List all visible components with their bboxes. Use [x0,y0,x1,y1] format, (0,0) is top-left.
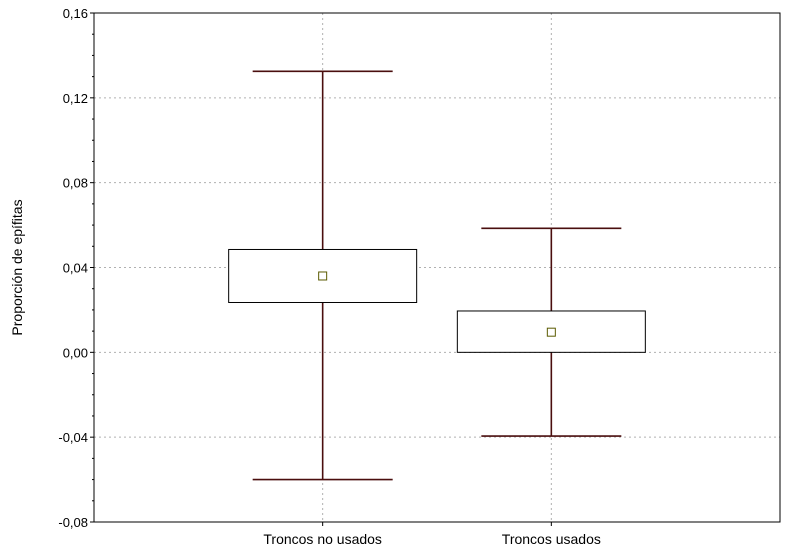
box-group [228,70,418,481]
plot-frame [93,12,781,523]
y-tick-label: 0,08 [63,176,88,191]
box-series [228,70,646,481]
grid-lines [94,13,780,522]
y-tick-label: 0,04 [63,261,88,276]
mean-marker [318,271,328,281]
x-axis-ticks: Troncos no usados Troncos usados [263,522,601,547]
y-tick-label: 0,00 [63,345,88,360]
y-tick-label: 0,16 [63,6,88,21]
y-axis-label: Proporción de epífitas [9,199,25,335]
box-group [456,227,646,437]
x-tick-label: Troncos no usados [263,531,382,547]
x-tick-label: Troncos usados [502,531,601,547]
y-tick-label: -0,08 [58,515,88,530]
y-axis-ticks: -0,08 -0,04 0,00 0,04 0,08 0,12 0,16 [58,6,94,530]
mean-marker [546,327,556,337]
y-tick-label: -0,04 [58,430,88,445]
y-tick-label: 0,12 [63,91,88,106]
